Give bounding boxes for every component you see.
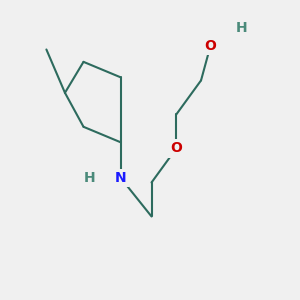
Text: N: N xyxy=(115,171,126,185)
Text: O: O xyxy=(170,142,182,155)
Text: H: H xyxy=(236,21,247,35)
Text: H: H xyxy=(236,21,247,35)
Text: O: O xyxy=(204,39,216,53)
Text: H: H xyxy=(84,171,95,185)
